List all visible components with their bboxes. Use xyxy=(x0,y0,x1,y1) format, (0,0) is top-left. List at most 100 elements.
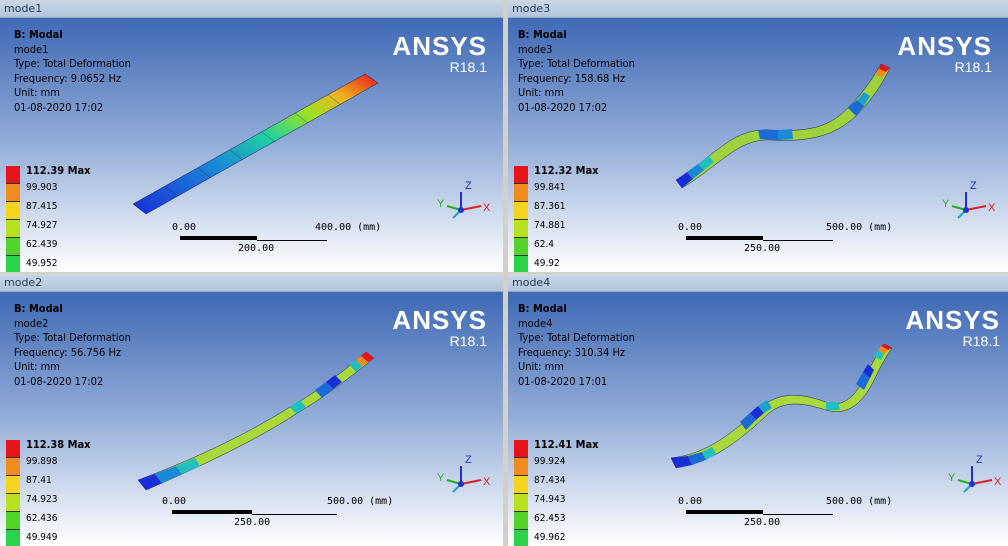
scale-mid-label: 250.00 xyxy=(744,243,781,254)
legend-swatch xyxy=(514,238,528,256)
result-info-block: B: Modal mode3 Type: Total Deformation F… xyxy=(518,28,635,115)
result-type: Type: Total Deformation xyxy=(518,331,635,344)
legend-swatch xyxy=(514,166,528,184)
legend-label: 49.92 xyxy=(534,258,560,269)
result-info-block: B: Modal mode2 Type: Total Deformation F… xyxy=(14,302,131,389)
graphics-viewport[interactable]: B: Modal mode4 Type: Total Deformation F… xyxy=(508,292,1008,546)
scale-bar-empty xyxy=(763,514,833,515)
viewport-pane-mode1[interactable]: mode1 B: Modal mode1 Type: Total Deforma… xyxy=(0,0,503,272)
result-unit: Unit: mm xyxy=(14,86,60,99)
result-name: mode3 xyxy=(518,42,553,56)
result-name: mode1 xyxy=(14,42,49,56)
legend-color-bar xyxy=(514,166,528,272)
legend-swatch xyxy=(514,476,528,494)
analysis-name: B: Modal xyxy=(14,28,63,41)
legend-color-bar xyxy=(514,440,528,546)
brand-version: R18.1 xyxy=(954,59,992,75)
pane-title-bar: mode3 xyxy=(508,0,1008,18)
brand-name: ANSYS xyxy=(905,305,1000,335)
legend-label: 49.949 xyxy=(26,532,58,543)
legend-swatch xyxy=(514,440,528,458)
legend-max-label: 112.38 Max xyxy=(26,438,91,451)
axis-y-label: Y xyxy=(948,472,956,484)
legend-swatch xyxy=(6,166,20,184)
viewport-pane-mode2[interactable]: mode2 B: Modal mode2 Type: Total Deforma… xyxy=(0,274,503,546)
scale-bar-filled xyxy=(686,510,763,514)
axis-y-label: Y xyxy=(942,198,950,210)
scale-end-label: 500.00 (mm) xyxy=(327,496,394,507)
legend-label: 74.927 xyxy=(26,220,58,231)
axis-x-label: X xyxy=(988,202,996,214)
pane-title-bar: mode4 xyxy=(508,274,1008,292)
result-frequency: Frequency: 56.756 Hz xyxy=(14,345,122,359)
axis-triad-icon xyxy=(446,192,482,219)
legend-label: 62.436 xyxy=(26,513,58,524)
ansys-logo: ANSYS R18.1 xyxy=(897,32,992,74)
axis-z-label: Z xyxy=(970,180,977,192)
scale-start-label: 0.00 xyxy=(678,496,703,507)
scale-bar-empty xyxy=(257,240,327,241)
axis-triad-labels: Z X Y xyxy=(437,454,490,504)
graphics-viewport[interactable]: B: Modal mode2 Type: Total Deformation F… xyxy=(0,292,503,546)
legend-swatch xyxy=(6,184,20,202)
pane-splitter-horizontal[interactable] xyxy=(0,272,1008,274)
scale-mid-label: 250.00 xyxy=(744,517,781,528)
axis-y-label: Y xyxy=(437,472,445,484)
graphics-viewport[interactable]: B: Modal mode1 Type: Total Deformation F… xyxy=(0,18,503,272)
pane-title: mode2 xyxy=(4,276,43,289)
viewport-pane-mode3[interactable]: mode3 B: Modal mode3 Type: Total Deforma… xyxy=(508,0,1008,272)
legend-swatch xyxy=(6,220,20,238)
brand-version: R18.1 xyxy=(449,59,487,75)
legend-label: 87.434 xyxy=(534,475,566,486)
deformed-beam-mode3 xyxy=(675,63,891,189)
result-type: Type: Total Deformation xyxy=(518,57,635,70)
scale-bar-empty xyxy=(252,514,337,515)
graphics-viewport[interactable]: B: Modal mode3 Type: Total Deformation F… xyxy=(508,18,1008,272)
legend-swatch xyxy=(6,256,20,272)
legend-swatch xyxy=(6,494,20,512)
ansys-logo: ANSYS R18.1 xyxy=(392,306,487,348)
legend-label: 87.415 xyxy=(26,201,58,212)
result-name: mode2 xyxy=(14,316,49,330)
axis-x-label: X xyxy=(483,202,491,214)
scale-bar-filled xyxy=(172,510,252,514)
result-unit: Unit: mm xyxy=(518,360,564,373)
result-frequency: Frequency: 9.0652 Hz xyxy=(14,71,122,85)
axis-triad-icon xyxy=(446,466,482,493)
pane-title: mode4 xyxy=(512,276,551,289)
result-frequency: Frequency: 310.34 Hz xyxy=(518,345,626,359)
result-unit: Unit: mm xyxy=(14,360,60,373)
axis-triad-icon xyxy=(951,192,987,219)
scale-start-label: 0.00 xyxy=(172,222,197,233)
scale-start-label: 0.00 xyxy=(162,496,187,507)
pane-title-bar: mode2 xyxy=(0,274,503,292)
legend-swatch xyxy=(514,202,528,220)
analysis-name: B: Modal xyxy=(14,302,63,315)
scale-bar-filled xyxy=(686,236,763,240)
legend-label: 62.4 xyxy=(534,239,555,250)
legend-swatch xyxy=(6,238,20,256)
result-frequency: Frequency: 158.68 Hz xyxy=(518,71,626,85)
result-info-block: B: Modal mode4 Type: Total Deformation F… xyxy=(518,302,635,389)
pane-title: mode1 xyxy=(4,2,43,15)
legend-max-label: 112.39 Max xyxy=(26,164,91,177)
result-timestamp: 01-08-2020 17:02 xyxy=(14,100,104,114)
legend-swatch xyxy=(6,476,20,494)
scale-end-label: 500.00 (mm) xyxy=(826,496,893,507)
viewport-pane-mode4[interactable]: mode4 B: Modal mode4 Type: Total Deforma… xyxy=(508,274,1008,546)
legend-label: 62.439 xyxy=(26,239,58,250)
legend-label: 99.841 xyxy=(534,182,566,193)
legend-label: 74.923 xyxy=(26,494,58,505)
result-timestamp: 01-08-2020 17:02 xyxy=(518,100,608,114)
axis-y-label: Y xyxy=(437,198,445,210)
brand-version: R18.1 xyxy=(449,333,487,349)
scale-end-label: 500.00 (mm) xyxy=(826,222,893,233)
legend-swatch xyxy=(514,184,528,202)
legend-color-bar xyxy=(6,166,20,272)
axis-x-label: X xyxy=(994,476,1002,488)
legend-label: 87.41 xyxy=(26,475,52,486)
result-timestamp: 01-08-2020 17:01 xyxy=(518,374,608,388)
axis-z-label: Z xyxy=(465,180,472,192)
scale-mid-label: 200.00 xyxy=(238,243,275,254)
legend-label: 87.361 xyxy=(534,201,566,212)
